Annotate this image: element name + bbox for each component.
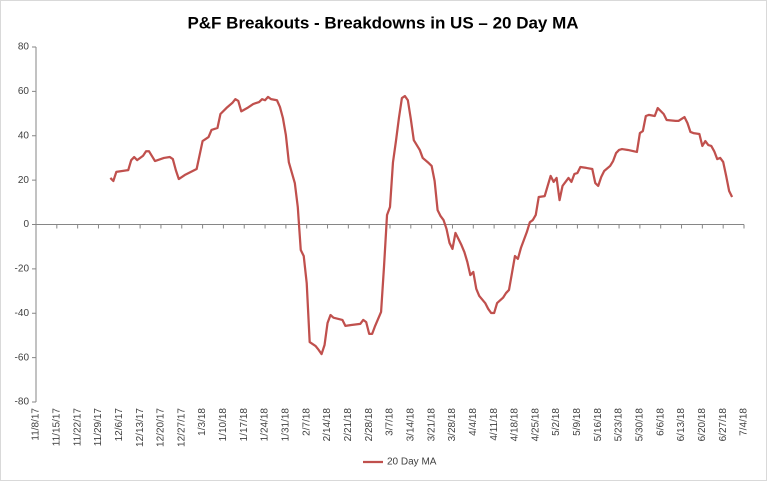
x-tick-label: 1/3/18 <box>197 408 208 436</box>
x-tick-label: 12/27/17 <box>176 408 187 447</box>
x-tick-label: 11/22/17 <box>72 408 83 447</box>
x-tick-label: 11/8/17 <box>31 408 42 441</box>
y-tick-label: -60 <box>15 352 30 363</box>
y-tick-label: -20 <box>15 264 30 275</box>
x-tick-label: 4/11/18 <box>489 408 500 441</box>
x-tick-label: 5/2/18 <box>551 408 562 436</box>
y-tick-label: 60 <box>18 86 30 97</box>
x-tick-label: 3/7/18 <box>385 408 396 436</box>
x-tick-label: 1/10/18 <box>218 408 229 442</box>
x-tick-label: 3/28/18 <box>447 408 458 442</box>
x-tick-label: 6/13/18 <box>676 408 687 442</box>
x-tick-label: 5/30/18 <box>635 408 646 442</box>
x-tick-label: 2/21/18 <box>343 408 354 442</box>
x-tick-label: 7/4/18 <box>739 408 750 436</box>
x-tick-label: 6/27/18 <box>718 408 729 442</box>
x-tick-label: 12/13/17 <box>135 408 146 447</box>
y-tick-label: 80 <box>18 42 30 53</box>
x-tick-label: 2/14/18 <box>322 408 333 442</box>
x-tick-label: 3/21/18 <box>426 408 437 442</box>
y-tick-label: -80 <box>15 397 30 408</box>
x-tick-label: 11/29/17 <box>93 408 104 447</box>
y-tick-label: 0 <box>23 219 29 230</box>
x-tick-label: 1/31/18 <box>281 408 292 442</box>
x-tick-label: 5/16/18 <box>593 408 604 442</box>
x-tick-label: 4/4/18 <box>468 408 479 436</box>
x-tick-label: 5/9/18 <box>572 408 583 436</box>
x-tick-label: 1/17/18 <box>239 408 250 442</box>
x-tick-label: 6/6/18 <box>655 408 666 436</box>
x-tick-label: 2/28/18 <box>364 408 375 442</box>
x-tick-label: 2/7/18 <box>301 408 312 436</box>
x-tick-label: 5/23/18 <box>614 408 625 442</box>
x-tick-label: 12/6/17 <box>114 408 125 442</box>
x-tick-label: 12/20/17 <box>156 408 167 447</box>
chart-title: P&F Breakouts - Breakdowns in US – 20 Da… <box>187 13 578 32</box>
x-tick-label: 4/25/18 <box>530 408 541 442</box>
x-tick-label: 4/18/18 <box>510 408 521 442</box>
x-tick-label: 11/15/17 <box>51 408 62 447</box>
y-tick-label: -40 <box>15 308 30 319</box>
y-tick-label: 20 <box>18 175 30 186</box>
legend-label: 20 Day MA <box>387 457 437 468</box>
x-tick-label: 1/24/18 <box>260 408 271 442</box>
y-tick-label: 40 <box>18 130 30 141</box>
series-line <box>109 94 734 356</box>
x-tick-label: 3/14/18 <box>405 408 416 442</box>
x-tick-label: 6/20/18 <box>697 408 708 442</box>
